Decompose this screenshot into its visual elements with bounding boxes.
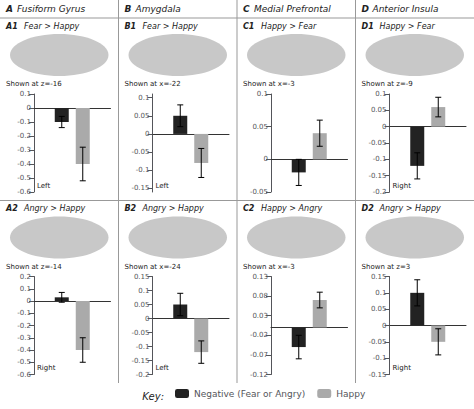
svg-text:D2: D2 bbox=[362, 204, 375, 213]
svg-text:Shown at x=-3: Shown at x=-3 bbox=[243, 80, 295, 88]
svg-text:-0.3: -0.3 bbox=[17, 146, 31, 154]
svg-text:C2: C2 bbox=[243, 204, 255, 213]
svg-text:Shown at z=-14: Shown at z=-14 bbox=[6, 263, 62, 271]
svg-text:0.15: 0.15 bbox=[371, 273, 387, 281]
svg-text:Amygdala: Amygdala bbox=[135, 4, 181, 14]
svg-text:-0.1: -0.1 bbox=[136, 343, 150, 351]
svg-text:0: 0 bbox=[27, 297, 31, 305]
svg-text:-0.05: -0.05 bbox=[368, 338, 386, 346]
svg-text:Shown at z=-16: Shown at z=-16 bbox=[6, 80, 62, 88]
svg-text:Happy > Fear: Happy > Fear bbox=[261, 22, 317, 31]
svg-text:Left: Left bbox=[156, 182, 169, 190]
svg-text:D1: D1 bbox=[362, 22, 374, 31]
svg-text:-0.15: -0.15 bbox=[131, 184, 149, 192]
svg-text:D: D bbox=[362, 4, 370, 14]
svg-text:0: 0 bbox=[382, 322, 386, 330]
svg-text:Key:: Key: bbox=[142, 391, 164, 402]
svg-text:-0.1: -0.1 bbox=[373, 354, 387, 362]
svg-text:-0.15: -0.15 bbox=[368, 371, 386, 379]
svg-text:-0.6: -0.6 bbox=[17, 371, 31, 379]
svg-text:Shown at z=3: Shown at z=3 bbox=[362, 263, 411, 271]
svg-text:0.05: 0.05 bbox=[134, 301, 150, 309]
svg-text:A2: A2 bbox=[5, 204, 18, 213]
svg-text:Fusiform Gyrus: Fusiform Gyrus bbox=[17, 4, 85, 14]
svg-text:0.05: 0.05 bbox=[371, 305, 387, 313]
svg-text:Shown at x=-24: Shown at x=-24 bbox=[125, 263, 182, 271]
svg-text:Medial Prefrontal: Medial Prefrontal bbox=[254, 4, 331, 14]
svg-text:0.1: 0.1 bbox=[138, 287, 149, 295]
svg-text:0.05: 0.05 bbox=[371, 106, 387, 114]
svg-text:0: 0 bbox=[145, 315, 149, 323]
svg-text:C1: C1 bbox=[243, 22, 254, 31]
svg-text:-0.1: -0.1 bbox=[17, 118, 31, 126]
svg-text:-0.05: -0.05 bbox=[131, 329, 149, 337]
svg-text:-0.4: -0.4 bbox=[17, 346, 31, 354]
svg-text:B1: B1 bbox=[125, 22, 137, 31]
svg-text:-0.02: -0.02 bbox=[250, 331, 268, 339]
svg-text:0: 0 bbox=[145, 130, 149, 138]
svg-text:-0.05: -0.05 bbox=[131, 148, 149, 156]
svg-text:-0.15: -0.15 bbox=[368, 172, 386, 180]
svg-text:0.1: 0.1 bbox=[257, 90, 268, 98]
svg-text:0: 0 bbox=[382, 123, 386, 131]
svg-text:Right: Right bbox=[393, 182, 412, 190]
svg-text:Shown at z=-9: Shown at z=-9 bbox=[362, 80, 413, 88]
svg-text:-0.5: -0.5 bbox=[17, 358, 31, 366]
svg-text:-0.6: -0.6 bbox=[17, 188, 31, 196]
svg-text:Negative (Fear or Angry): Negative (Fear or Angry) bbox=[194, 389, 305, 399]
svg-text:Fear > Happy: Fear > Happy bbox=[24, 22, 80, 31]
svg-text:Angry > Happy: Angry > Happy bbox=[142, 204, 205, 213]
svg-text:0: 0 bbox=[264, 155, 268, 163]
svg-text:-0.1: -0.1 bbox=[373, 155, 387, 163]
svg-text:Right: Right bbox=[37, 364, 56, 372]
svg-text:Shown at x=-3: Shown at x=-3 bbox=[243, 263, 295, 271]
svg-text:-0.05: -0.05 bbox=[368, 139, 386, 147]
svg-text:0.15: 0.15 bbox=[134, 273, 150, 281]
svg-text:Left: Left bbox=[37, 182, 50, 190]
svg-text:B: B bbox=[125, 4, 132, 14]
svg-text:0.2: 0.2 bbox=[20, 273, 31, 281]
svg-text:0.05: 0.05 bbox=[134, 112, 150, 120]
svg-text:Happy: Happy bbox=[336, 389, 366, 399]
svg-text:Angry > Happy: Angry > Happy bbox=[23, 204, 86, 213]
svg-text:-0.3: -0.3 bbox=[17, 334, 31, 342]
svg-text:Fear > Happy: Fear > Happy bbox=[143, 22, 199, 31]
svg-text:-0.2: -0.2 bbox=[136, 371, 150, 379]
svg-text:-0.1: -0.1 bbox=[17, 309, 31, 317]
svg-text:0.1: 0.1 bbox=[138, 94, 149, 102]
svg-text:Left: Left bbox=[156, 364, 169, 372]
svg-text:-0.12: -0.12 bbox=[250, 371, 268, 379]
svg-text:Angry > Happy: Angry > Happy bbox=[379, 204, 442, 213]
svg-text:B2: B2 bbox=[125, 204, 137, 213]
svg-text:Right: Right bbox=[393, 364, 412, 372]
svg-text:-0.1: -0.1 bbox=[136, 166, 150, 174]
svg-text:Shown at x=-22: Shown at x=-22 bbox=[125, 80, 181, 88]
svg-text:0.1: 0.1 bbox=[375, 90, 386, 98]
svg-text:0.05: 0.05 bbox=[252, 123, 268, 131]
svg-text:0.1: 0.1 bbox=[375, 289, 386, 297]
svg-text:-0.15: -0.15 bbox=[131, 357, 149, 365]
svg-text:0.03: 0.03 bbox=[252, 312, 268, 320]
svg-text:-0.2: -0.2 bbox=[17, 322, 31, 330]
svg-text:0.13: 0.13 bbox=[252, 273, 268, 281]
svg-text:-0.07: -0.07 bbox=[250, 351, 268, 359]
svg-text:-0.05: -0.05 bbox=[250, 188, 268, 196]
svg-text:C: C bbox=[243, 4, 250, 14]
svg-text:Happy > Angry: Happy > Angry bbox=[261, 204, 323, 213]
svg-text:Anterior Insula: Anterior Insula bbox=[372, 4, 439, 14]
svg-text:-0.4: -0.4 bbox=[17, 160, 31, 168]
svg-text:-0.5: -0.5 bbox=[17, 174, 31, 182]
svg-text:-0.2: -0.2 bbox=[373, 188, 387, 196]
svg-text:-0.2: -0.2 bbox=[17, 132, 31, 140]
svg-text:A: A bbox=[5, 4, 13, 14]
svg-text:A1: A1 bbox=[5, 22, 18, 31]
svg-text:0.1: 0.1 bbox=[20, 90, 31, 98]
svg-text:Happy > Fear: Happy > Fear bbox=[380, 22, 436, 31]
svg-text:0: 0 bbox=[27, 104, 31, 112]
svg-text:0.08: 0.08 bbox=[252, 292, 268, 300]
svg-text:0.1: 0.1 bbox=[20, 285, 31, 293]
